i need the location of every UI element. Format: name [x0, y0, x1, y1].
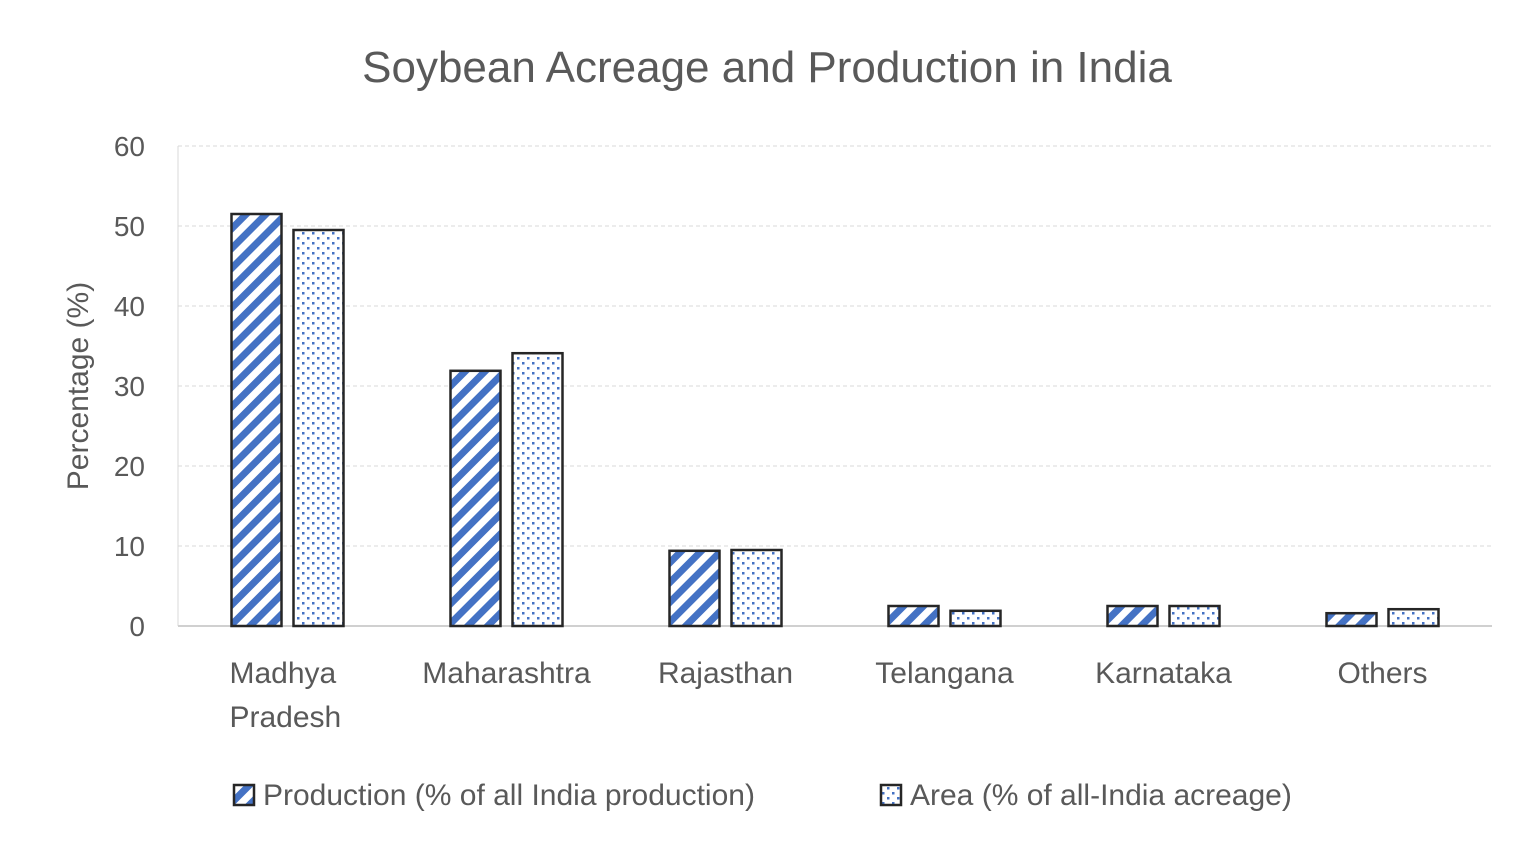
chart-title: Soybean Acreage and Production in India: [362, 43, 1172, 92]
x-tick-label: Pradesh: [230, 701, 342, 734]
y-tick-label: 60: [114, 131, 145, 162]
legend-label: Production (% of all India production): [263, 779, 755, 812]
bar-area: [1387, 607, 1440, 628]
y-tick-label: 20: [114, 451, 145, 482]
bar-production: [1325, 611, 1378, 628]
legend-swatch: [879, 783, 903, 807]
x-tick-label: Telangana: [875, 657, 1014, 690]
bar-area: [292, 228, 345, 628]
y-axis-label: Percentage (%): [62, 282, 95, 490]
x-tick-label: Madhya: [230, 657, 337, 690]
y-tick-label: 10: [114, 531, 145, 562]
bar-area: [511, 351, 564, 628]
legend-label: Area (% of all-India acreage): [910, 779, 1292, 812]
y-tick-label: 40: [114, 291, 145, 322]
legend-swatch: [232, 783, 256, 807]
x-axis-labels: Madhya Pradesh Maharashtra Rajasthan Telanga…: [230, 657, 1428, 734]
y-tick-label: 30: [114, 371, 145, 402]
bar-production: [230, 212, 283, 628]
bar-area: [730, 548, 783, 628]
x-tick-label: Others: [1337, 657, 1427, 690]
y-tick-label: 50: [114, 211, 145, 242]
bar-production: [449, 369, 502, 628]
y-tick-label: 0: [129, 611, 145, 642]
legend: Production (% of all India production) Ar…: [232, 779, 1292, 812]
bars: [230, 212, 1440, 628]
bar-production: [887, 604, 940, 628]
grid: 0 10 20 30 40 50 60: [114, 131, 1492, 642]
x-tick-label: Karnataka: [1095, 657, 1232, 690]
bar-production: [668, 549, 721, 628]
x-tick-label: Rajasthan: [658, 657, 793, 690]
x-tick-label: Maharashtra: [422, 657, 591, 690]
bar-area: [949, 609, 1002, 628]
bar-production: [1106, 604, 1159, 628]
bar-area: [1168, 604, 1221, 628]
